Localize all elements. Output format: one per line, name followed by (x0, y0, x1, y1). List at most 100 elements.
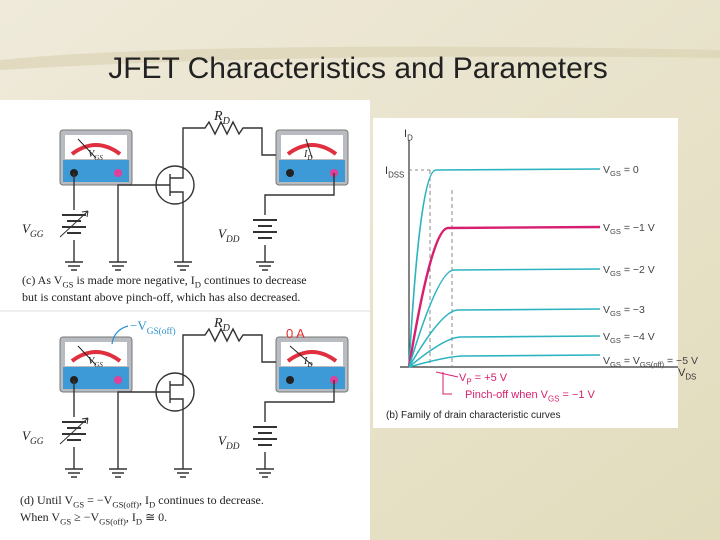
meter-scale (70, 350, 122, 363)
vp-label: VP = +5 V (459, 372, 508, 386)
text-run: but is constant above pinch-off, which h… (22, 290, 300, 304)
drain-curve (408, 268, 601, 368)
text-run: = −5 V (664, 355, 698, 367)
zero-amp-label: 0 A (286, 326, 305, 341)
battery (62, 214, 86, 234)
subscript: D (306, 154, 313, 162)
meter-body (63, 160, 129, 182)
subscript: DS (685, 372, 696, 381)
title-band (0, 46, 720, 70)
text-run: −V (130, 318, 147, 333)
jfet-channel (150, 166, 184, 212)
text-run: = −4 V (621, 331, 655, 343)
drain-curve (408, 335, 601, 368)
text-run: V (218, 226, 228, 241)
meter-needle (305, 138, 313, 159)
text-run: ≥ −V (71, 510, 99, 524)
subscript: GS (610, 227, 621, 236)
subscript: GS (73, 500, 84, 510)
circuit-caption: (c) As VGS is made more negative, ID con… (22, 273, 307, 290)
rd-label: RD (213, 316, 231, 334)
meter-label: ID (303, 356, 313, 369)
text-run: V (603, 264, 610, 276)
subscript: D (222, 116, 231, 127)
drain-wire (182, 327, 276, 373)
text-run: V (678, 367, 686, 379)
circuit-caption: but is constant above pinch-off, which h… (22, 290, 300, 304)
text-run: , I (126, 510, 136, 524)
subscript: P (466, 377, 471, 386)
drain-curve (408, 308, 601, 368)
text-run: continues to decrease. (155, 493, 264, 507)
ground (109, 254, 127, 271)
meter-needle (77, 345, 97, 366)
meter-label: VGS (88, 356, 103, 369)
battery (62, 421, 86, 441)
variable-arrow (59, 210, 89, 238)
text-run: V (22, 428, 32, 443)
pinch-arrow (442, 372, 452, 395)
battery (253, 426, 277, 446)
vp-arrow (435, 371, 459, 378)
vgg-label: VGG (22, 221, 44, 240)
terminal-pos (114, 169, 122, 177)
ground (174, 461, 192, 478)
subscript: GS(off) (99, 517, 126, 527)
meter-needle (289, 345, 313, 366)
text-run: (d) Until V (20, 493, 73, 507)
text-run: V (603, 164, 610, 176)
drain-curve (408, 168, 601, 368)
text-run: V (603, 222, 610, 234)
meter-scale (286, 350, 338, 363)
text-run: = −3 (621, 304, 645, 316)
subscript: GS (60, 517, 71, 527)
text-run: R (213, 109, 223, 124)
subscript: D (136, 517, 142, 527)
subscript: GS (94, 361, 103, 369)
source-wire (182, 173, 335, 254)
text-run: = −1 V (621, 222, 655, 234)
curve-label: VGS = −3 (603, 304, 645, 318)
terminal-pos (114, 376, 122, 384)
vdd-label: VDD (218, 433, 240, 452)
idss-label: IDSS (385, 165, 404, 179)
ground (109, 461, 127, 478)
vdd-label: VDD (218, 226, 240, 245)
jfet-channel (150, 373, 184, 419)
vgg-label: VGG (22, 428, 44, 447)
meter-needle (77, 138, 97, 159)
drain-curves: ID IDSS VDS VP = +5 V Pinch-off when VGS… (385, 128, 698, 421)
pinch-off-label: Pinch-off when VGS = −1 V (465, 389, 596, 403)
text-run: V (603, 304, 610, 316)
battery (253, 219, 277, 239)
meter-body (279, 160, 345, 182)
ground (65, 461, 83, 478)
text-run: = −V (84, 493, 113, 507)
subscript: D (222, 323, 231, 334)
text-run: V (88, 149, 96, 160)
drain-wire (182, 120, 276, 166)
curve-label: VGS = −4 V (603, 331, 655, 345)
text-run: I (303, 149, 308, 160)
subscript: GS (548, 394, 559, 403)
text-run: V (88, 356, 96, 367)
ground (256, 461, 274, 478)
text-run: I (404, 128, 407, 140)
subscript: GS (610, 360, 621, 369)
subscript: GS(off) (147, 326, 176, 337)
subscript: D (407, 133, 413, 142)
source-wire (182, 380, 335, 461)
text-run: V (459, 372, 467, 384)
text-run: V (22, 221, 32, 236)
meter-body (279, 367, 345, 389)
subscript: GS (610, 269, 621, 278)
subscript: D (195, 280, 201, 290)
meter-label: ID (303, 149, 313, 162)
gate-wire (73, 380, 150, 461)
text-run: = V (621, 355, 640, 367)
meter-scale (286, 143, 338, 156)
subscript: GG (30, 437, 44, 447)
drain-curve (408, 354, 601, 368)
drain-curve (407, 225, 601, 368)
